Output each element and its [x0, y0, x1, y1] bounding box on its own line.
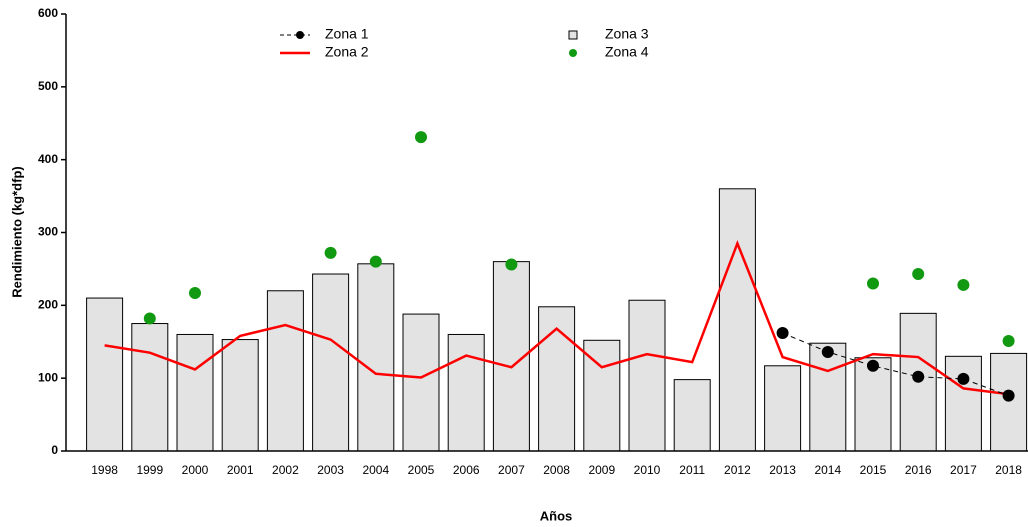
x-tick-label: 2007	[498, 463, 525, 477]
x-tick-label: 2001	[227, 463, 254, 477]
bar	[176, 333, 214, 452]
x-tick-label: 2009	[588, 463, 615, 477]
point	[821, 345, 834, 358]
bar	[673, 379, 711, 452]
y-tick-label: 600	[38, 6, 58, 20]
x-tick-label: 2012	[724, 463, 751, 477]
x-tick-label: 2003	[317, 463, 344, 477]
bar	[131, 323, 169, 452]
legend-swatch	[568, 30, 578, 40]
y-tick-label: 200	[38, 298, 58, 312]
x-tick-label: 2005	[408, 463, 435, 477]
x-tick-label: 2011	[679, 463, 705, 477]
point	[324, 246, 337, 259]
bar	[628, 299, 666, 452]
x-tick-label: 2000	[182, 463, 209, 477]
legend-swatch	[296, 31, 304, 39]
bar	[718, 188, 756, 452]
bar	[86, 297, 124, 452]
x-tick-label: 2016	[905, 463, 932, 477]
y-tick-label: 300	[38, 225, 58, 239]
bar	[809, 342, 847, 452]
bar	[357, 263, 395, 452]
line	[104, 239, 1009, 396]
x-tick-label: 2008	[543, 463, 570, 477]
x-tick-label: 1999	[136, 463, 163, 477]
legend-label: Zona 3	[605, 26, 649, 42]
point	[1002, 335, 1015, 348]
point	[867, 359, 879, 372]
legend-label: Zona 4	[605, 44, 649, 60]
point	[143, 312, 156, 325]
y-tick-label: 400	[38, 152, 58, 166]
point	[415, 131, 427, 144]
bar	[221, 339, 259, 452]
x-tick-label: 2014	[814, 463, 841, 477]
x-tick-label: 2015	[860, 463, 887, 477]
bar	[944, 355, 982, 452]
point	[1002, 389, 1015, 402]
x-tick-label: 2004	[362, 463, 389, 477]
y-tick-label: 100	[38, 370, 58, 384]
x-tick-label: 2017	[950, 463, 977, 477]
x-tick-label: 2018	[995, 463, 1022, 477]
legend-swatch	[569, 49, 577, 57]
y-tick-label: 500	[38, 79, 58, 93]
legend-label: Zona 2	[325, 44, 369, 60]
bar	[583, 339, 621, 452]
line	[782, 332, 1009, 397]
point	[776, 327, 789, 340]
x-axis-label: Años	[540, 508, 573, 523]
point	[189, 286, 201, 299]
x-tick-label: 2006	[453, 463, 480, 477]
point	[369, 255, 382, 268]
point	[957, 372, 970, 385]
bar	[854, 357, 892, 452]
bar	[447, 333, 485, 452]
point	[957, 278, 970, 291]
point	[867, 277, 879, 290]
point	[505, 258, 518, 271]
point	[912, 268, 925, 281]
x-tick-label: 2002	[272, 463, 299, 477]
legend-label: Zona 1	[325, 26, 369, 42]
bar	[402, 313, 440, 452]
x-tick-label: 2013	[769, 463, 796, 477]
bar	[312, 273, 350, 452]
bar	[266, 290, 304, 452]
point	[912, 370, 925, 383]
y-tick-label: 0	[51, 443, 58, 457]
y-axis-label: Rendimiento (kg*dfp)	[9, 166, 24, 297]
x-tick-label: 1998	[91, 463, 118, 477]
x-tick-label: 2010	[634, 463, 661, 477]
bar	[764, 365, 802, 452]
bar	[990, 352, 1028, 452]
